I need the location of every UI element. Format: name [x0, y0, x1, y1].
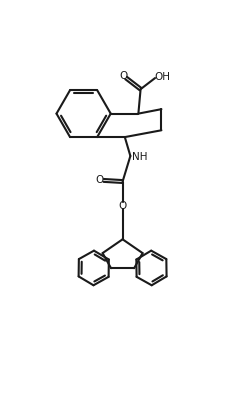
- Text: OH: OH: [154, 72, 170, 81]
- Text: O: O: [119, 201, 127, 211]
- Text: O: O: [96, 175, 104, 185]
- Text: NH: NH: [132, 152, 147, 162]
- Text: O: O: [119, 71, 128, 81]
